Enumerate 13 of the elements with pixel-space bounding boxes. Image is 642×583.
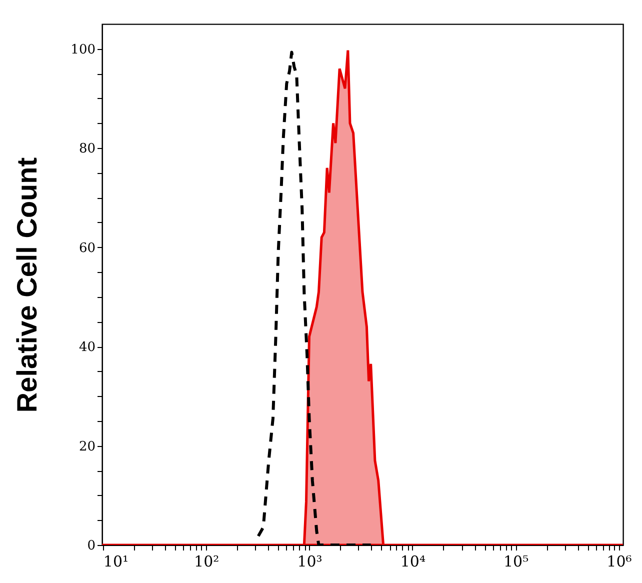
y-tick-label: 40 [78, 340, 96, 356]
x-tick-label: 10⁶ [606, 552, 632, 570]
x-tick-label: 10⁴ [400, 552, 426, 570]
y-tick-label: 80 [78, 142, 96, 157]
x-tick-label: 10² [194, 552, 220, 570]
y-tick-label: 20 [78, 439, 96, 454]
y-tick-label: 0 [87, 538, 96, 554]
y-axis-title: Relative Cell Count [12, 157, 43, 413]
x-tick-label: 10³ [297, 552, 322, 570]
y-tick-label: 60 [78, 240, 96, 256]
x-tick-label: 10¹ [103, 552, 129, 570]
x-tick-label: 10⁵ [504, 552, 529, 570]
y-tick-label: 100 [70, 42, 96, 58]
